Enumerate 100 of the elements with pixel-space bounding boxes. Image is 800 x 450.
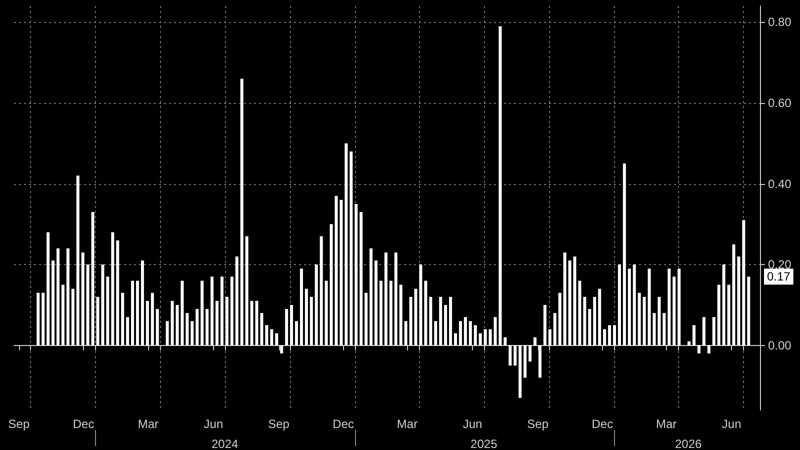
x-tick-label: Mar xyxy=(396,417,418,431)
bar xyxy=(628,268,631,346)
bar xyxy=(230,276,234,346)
bar xyxy=(553,313,556,346)
bar xyxy=(200,280,204,346)
bar xyxy=(404,321,408,346)
bar xyxy=(434,321,438,346)
y-tick-label: 0.80 xyxy=(768,15,792,30)
x2-tick-label: 2024 xyxy=(211,437,238,450)
bar xyxy=(478,333,482,346)
bar xyxy=(702,317,706,346)
bar xyxy=(484,329,487,346)
bar xyxy=(697,345,700,354)
x-tick-label: Dec xyxy=(72,417,94,431)
bar xyxy=(454,333,457,346)
bar xyxy=(71,288,74,346)
bar xyxy=(424,280,428,346)
bar xyxy=(42,292,45,346)
bar xyxy=(508,345,512,366)
bar xyxy=(384,252,388,346)
bar xyxy=(111,232,114,346)
bar xyxy=(146,300,149,346)
bar xyxy=(389,280,392,346)
bar xyxy=(344,143,348,346)
bar xyxy=(658,296,661,346)
bar xyxy=(538,345,542,378)
bar xyxy=(76,176,80,346)
x-tick-label: Dec xyxy=(592,417,614,431)
bar xyxy=(46,232,50,346)
y-tick-label: 0.20 xyxy=(768,258,792,272)
bar xyxy=(196,309,199,346)
bar xyxy=(668,268,671,346)
bar xyxy=(632,264,636,346)
bar xyxy=(747,276,750,346)
bar xyxy=(240,78,244,346)
bar xyxy=(464,317,467,346)
bar xyxy=(170,300,174,346)
bar xyxy=(588,309,592,346)
bar xyxy=(474,325,477,346)
bar xyxy=(140,260,144,346)
bar xyxy=(106,276,110,346)
x-tick-label: Mar xyxy=(656,417,677,431)
x-tick-label: Jun xyxy=(722,417,742,431)
bar xyxy=(449,296,452,346)
bar xyxy=(350,151,353,346)
bar xyxy=(419,264,422,346)
bar xyxy=(439,296,442,346)
x2-tick-label: 2026 xyxy=(674,437,702,450)
bar xyxy=(136,280,140,346)
bar xyxy=(622,164,626,346)
bar xyxy=(717,284,720,346)
bar xyxy=(662,313,666,346)
bar xyxy=(216,300,219,346)
bar xyxy=(206,309,209,346)
bar xyxy=(638,292,641,346)
bar xyxy=(61,284,64,346)
bar xyxy=(612,325,616,346)
bar xyxy=(186,313,189,346)
bar xyxy=(285,309,288,346)
x-tick-label: Sep xyxy=(268,417,290,431)
x-tick-label: Jun xyxy=(462,417,482,431)
bar xyxy=(712,317,716,346)
bar xyxy=(374,260,378,346)
bar xyxy=(360,212,363,346)
bar xyxy=(235,256,238,346)
bar xyxy=(354,204,358,346)
bar xyxy=(290,304,294,346)
bar xyxy=(429,296,432,346)
bar xyxy=(86,264,90,346)
x-tick-label: Sep xyxy=(8,417,30,431)
bar xyxy=(66,248,70,346)
bar xyxy=(314,264,318,346)
bar xyxy=(310,296,313,346)
y-tick-label: 0.40 xyxy=(768,176,792,191)
bar xyxy=(543,304,546,346)
bar xyxy=(642,296,646,346)
bar xyxy=(593,296,596,346)
bar xyxy=(533,337,536,346)
bar xyxy=(370,248,373,346)
bar xyxy=(275,333,278,346)
bar xyxy=(324,280,328,346)
bar xyxy=(692,325,696,346)
y-tick-label: 0.60 xyxy=(768,96,792,110)
bar xyxy=(399,284,402,346)
bar xyxy=(603,329,606,346)
bar xyxy=(225,296,228,346)
bar xyxy=(131,280,134,346)
bar xyxy=(245,236,248,346)
y-tick-label: 0.00 xyxy=(768,338,792,352)
bar xyxy=(742,220,746,346)
bar xyxy=(394,252,398,346)
bar xyxy=(672,276,676,346)
bar xyxy=(598,288,602,346)
bar xyxy=(528,345,532,362)
bar xyxy=(514,345,517,366)
bar xyxy=(379,280,382,346)
text: 0.17 xyxy=(767,270,791,284)
bar xyxy=(722,264,726,346)
bar xyxy=(150,292,154,346)
bar xyxy=(548,329,552,346)
